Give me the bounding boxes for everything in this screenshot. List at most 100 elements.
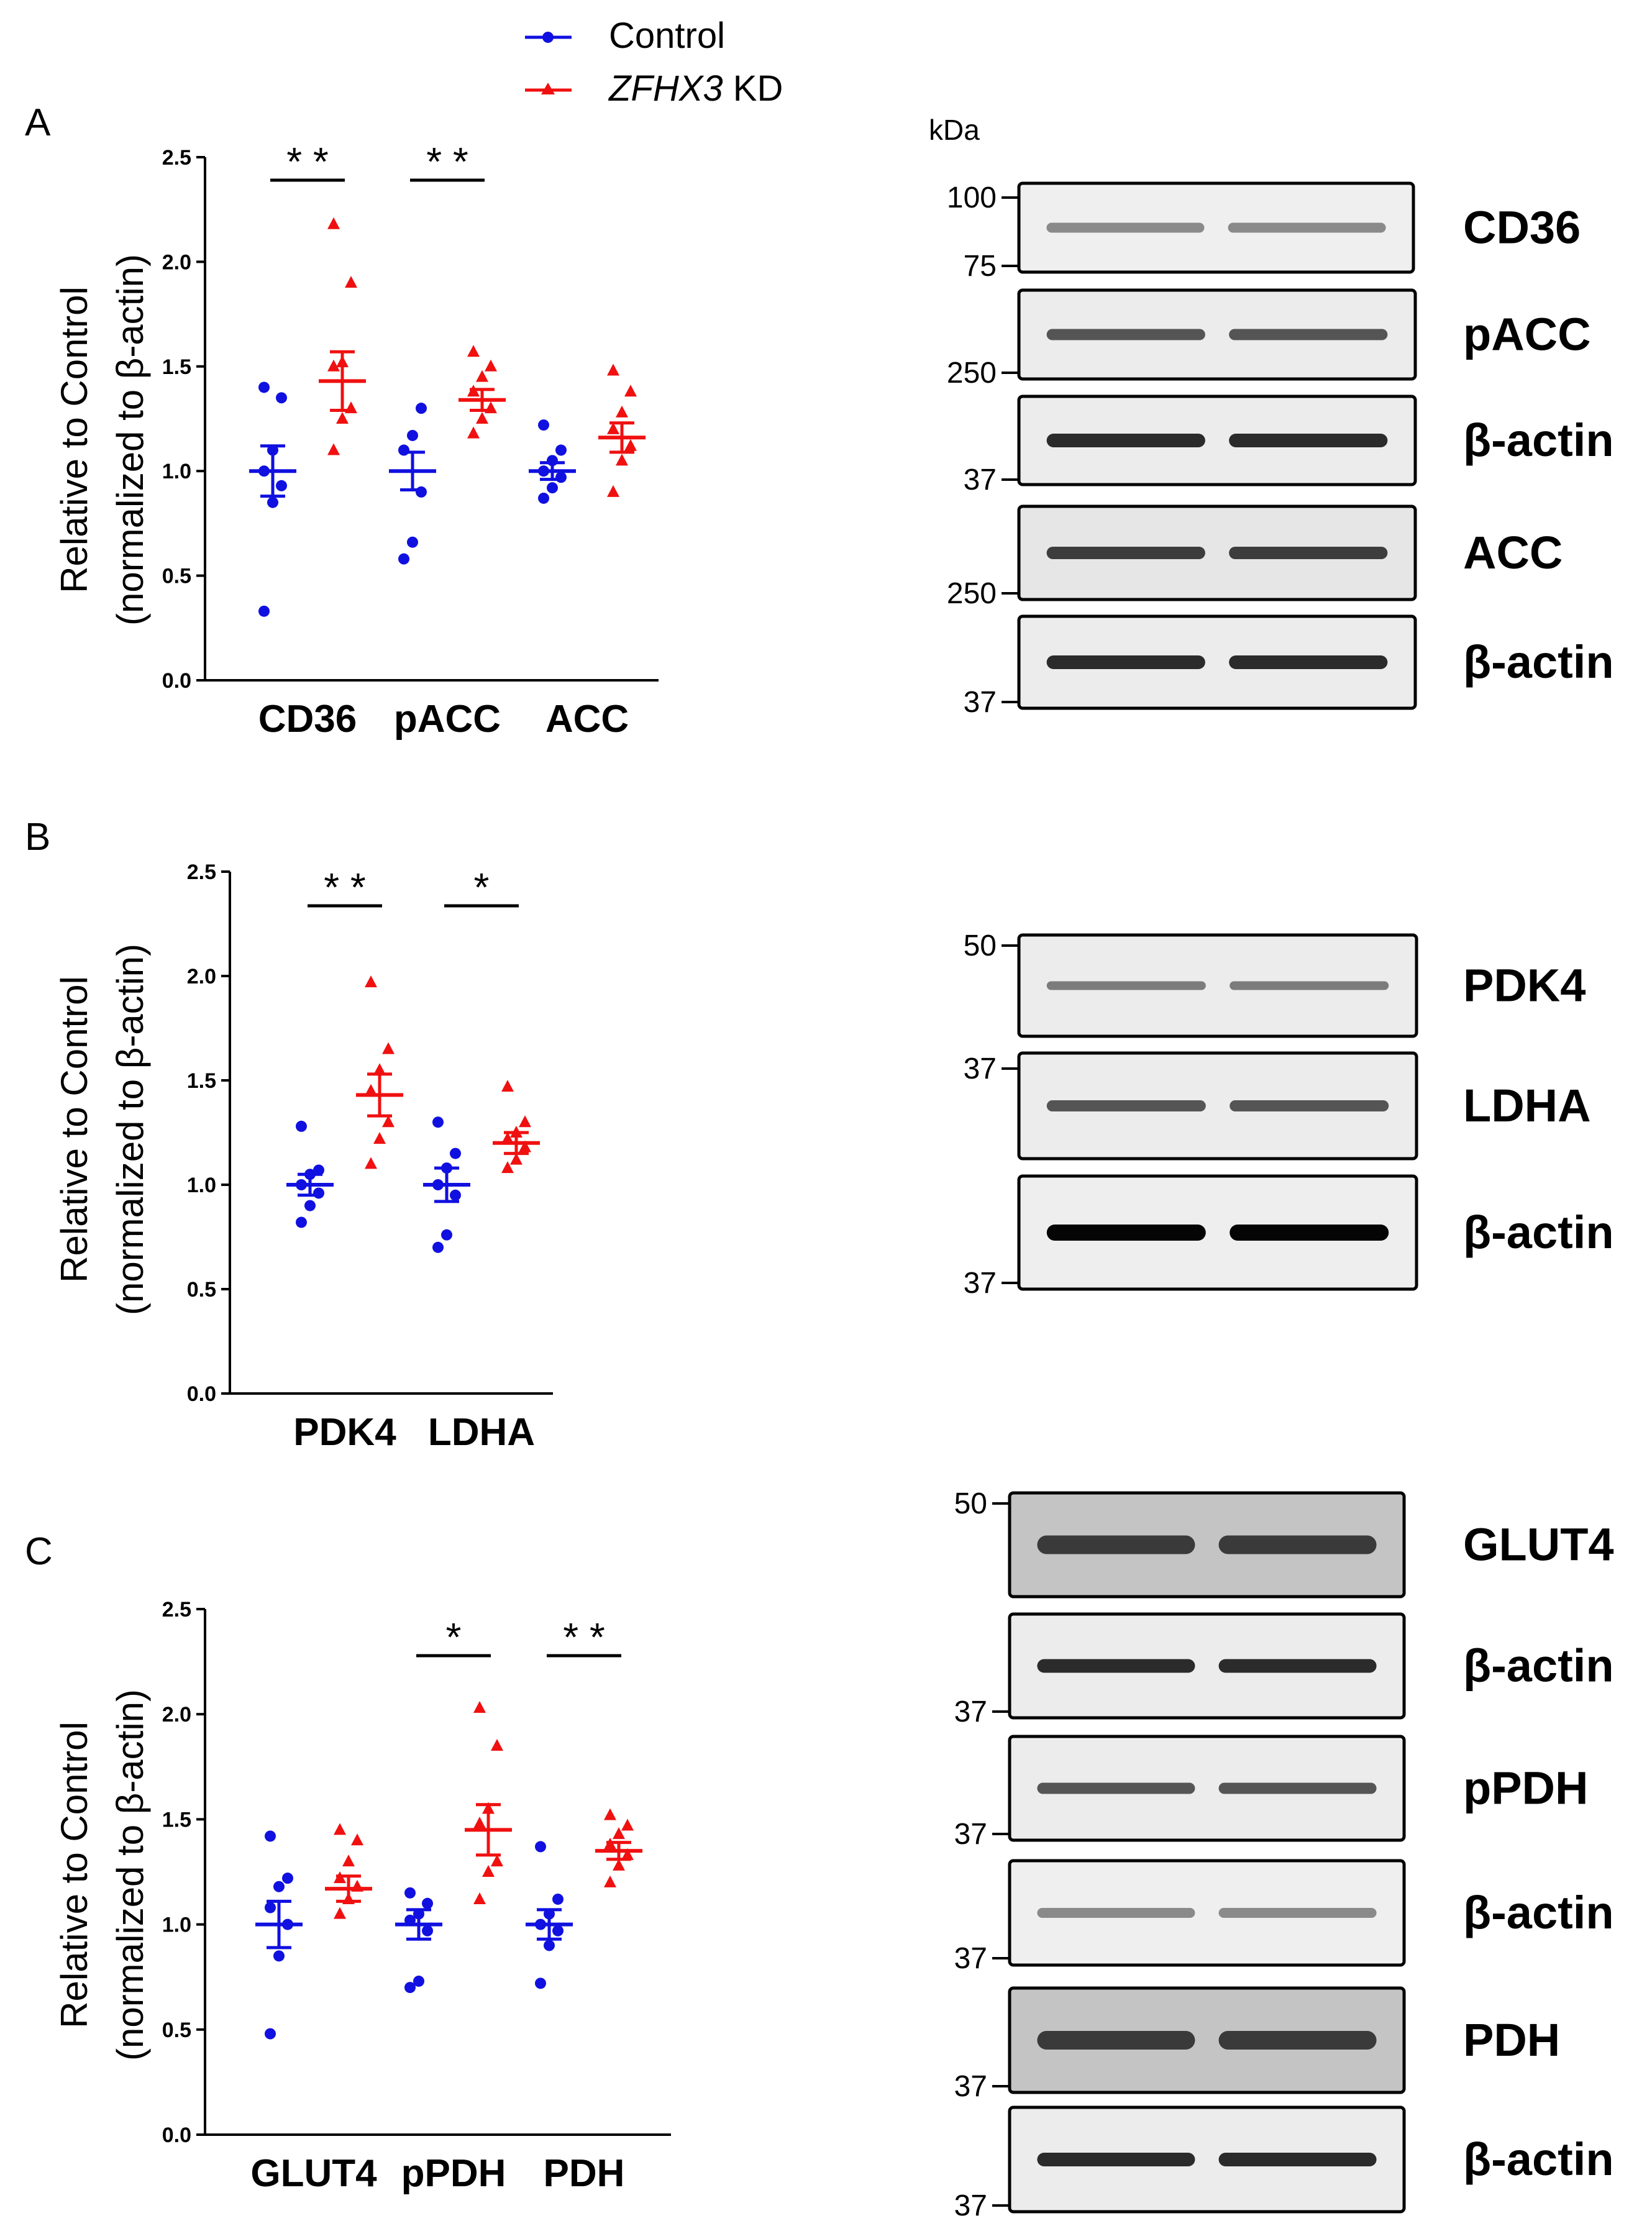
blot-strip-acc	[1017, 504, 1417, 601]
control-point-c	[552, 1925, 564, 1936]
blot-label-ppdh: pPDH	[1463, 1763, 1588, 1814]
blot-label-glut4: GLUT4	[1463, 1519, 1614, 1571]
control-point-b	[441, 1229, 452, 1241]
kda-label: kDa	[929, 114, 980, 146]
control-point-c	[273, 1881, 285, 1892]
blot-band-cd36	[1046, 222, 1205, 233]
significance-stars-c: * *	[563, 1615, 605, 1659]
y-tick-label-b: 0.0	[187, 1382, 216, 1406]
blot-band-pdk4	[1230, 981, 1389, 990]
kd-point-a	[616, 454, 628, 466]
control-point-a	[538, 419, 549, 431]
kd-point-c	[473, 1817, 486, 1829]
blot-strip-cd36	[1017, 181, 1415, 274]
kd-point-a	[616, 405, 628, 417]
control-point-c	[273, 1950, 285, 1962]
y-tick-label-a: 0.5	[162, 565, 191, 588]
y-tick-label-c: 1.0	[162, 1914, 191, 1937]
legend-kd-label: ZFHX3 KD	[608, 68, 783, 109]
blot-label-cd36: CD36	[1463, 202, 1581, 253]
control-point-b	[296, 1120, 307, 1132]
blot-strip-beta-actin	[1008, 1859, 1406, 1967]
blot-band-beta-actin	[1037, 1908, 1195, 1918]
y-axis-title-c: Relative to Control	[53, 1722, 95, 2028]
blot-strip-beta-actin	[1017, 614, 1417, 710]
kd-point-c	[613, 1858, 625, 1871]
marker-label: 50	[964, 929, 997, 962]
kd-point-b	[365, 1157, 377, 1169]
y-tick-label-b: 2.0	[187, 965, 216, 988]
marker-label: 250	[947, 577, 997, 610]
kd-point-c	[621, 1848, 634, 1860]
blot-band-pdh	[1218, 2031, 1377, 2050]
y-axis-subtitle-a: (normalized to β-actin)	[109, 254, 151, 626]
marker-label: 37	[954, 2189, 987, 2222]
y-tick-label-b: 0.5	[187, 1278, 216, 1302]
kd-point-a	[327, 217, 340, 229]
panel-a-chart: A Relative to Control (normalized to β-a…	[25, 101, 659, 741]
kd-point-a	[607, 422, 619, 434]
blot-band-ppdh	[1037, 1782, 1195, 1794]
blot-label-beta-actin: β-actin	[1463, 636, 1614, 688]
blot-band-glut4	[1218, 1535, 1377, 1554]
kd-point-c	[604, 1875, 616, 1887]
blot-band-beta-actin	[1218, 1908, 1377, 1918]
y-tick-label-a: 2.5	[162, 146, 191, 170]
y-tick-label-a: 2.0	[162, 250, 191, 274]
kd-point-b	[501, 1080, 514, 1092]
x-category-label-a: ACC	[545, 698, 629, 741]
control-point-c	[265, 2028, 276, 2040]
kd-point-c	[342, 1854, 355, 1867]
kd-point-a	[476, 370, 488, 382]
marker-label: 37	[954, 1942, 987, 1975]
marker-label: 37	[954, 2070, 987, 2103]
y-axis-subtitle-b: (normalized to β-actin)	[109, 944, 151, 1315]
x-category-label-a: pACC	[394, 698, 501, 741]
control-point-a	[276, 480, 287, 491]
blot-band-beta-actin	[1229, 655, 1388, 669]
control-point-c	[544, 1940, 555, 1951]
kd-point-a	[607, 363, 619, 376]
control-point-b	[296, 1216, 307, 1228]
kd-point-a	[467, 345, 480, 357]
control-point-b	[304, 1200, 316, 1211]
blot-band-ppdh	[1218, 1782, 1377, 1794]
control-point-a	[398, 553, 409, 565]
marker-label: 37	[954, 1695, 987, 1728]
control-point-a	[416, 486, 427, 498]
control-point-c	[265, 1902, 276, 1914]
blot-band-pdk4	[1046, 981, 1206, 990]
kd-point-a	[327, 443, 340, 455]
blot-strip-beta-actin	[1017, 1174, 1418, 1291]
kd-point-a	[327, 359, 340, 372]
kd-point-b	[510, 1152, 523, 1165]
blot-label-beta-actin: β-actin	[1463, 414, 1614, 466]
y-axis-title-b: Relative to Control	[53, 976, 95, 1283]
y-tick-label-a: 1.0	[162, 460, 191, 483]
kd-point-b	[519, 1140, 531, 1152]
control-point-c	[404, 1887, 416, 1899]
marker-label: 37	[964, 686, 997, 719]
legend-kd-suffix: KD	[723, 68, 783, 109]
legend: Control ZFHX3 KD	[525, 16, 783, 109]
control-point-a	[398, 444, 409, 456]
control-point-b	[450, 1147, 461, 1159]
legend-control-marker	[542, 32, 554, 43]
y-tick-label-c: 2.5	[162, 1598, 191, 1622]
marker-label: 50	[954, 1487, 987, 1520]
blot-label-beta-actin: β-actin	[1463, 1887, 1614, 1938]
control-point-a	[555, 472, 567, 483]
control-point-c	[535, 1977, 546, 1989]
marker-label: 75	[964, 250, 997, 283]
y-tick-label-a: 0.0	[162, 669, 191, 693]
kd-point-b	[365, 975, 377, 988]
kd-point-c	[604, 1808, 616, 1820]
blot-label-beta-actin: β-actin	[1463, 1207, 1614, 1258]
kd-point-c	[491, 1738, 503, 1751]
kd-point-c	[621, 1818, 634, 1831]
kd-point-c	[351, 1833, 363, 1846]
kd-point-c	[473, 1892, 486, 1904]
kd-point-c	[334, 1823, 346, 1835]
blot-strip-pacc	[1017, 288, 1417, 381]
